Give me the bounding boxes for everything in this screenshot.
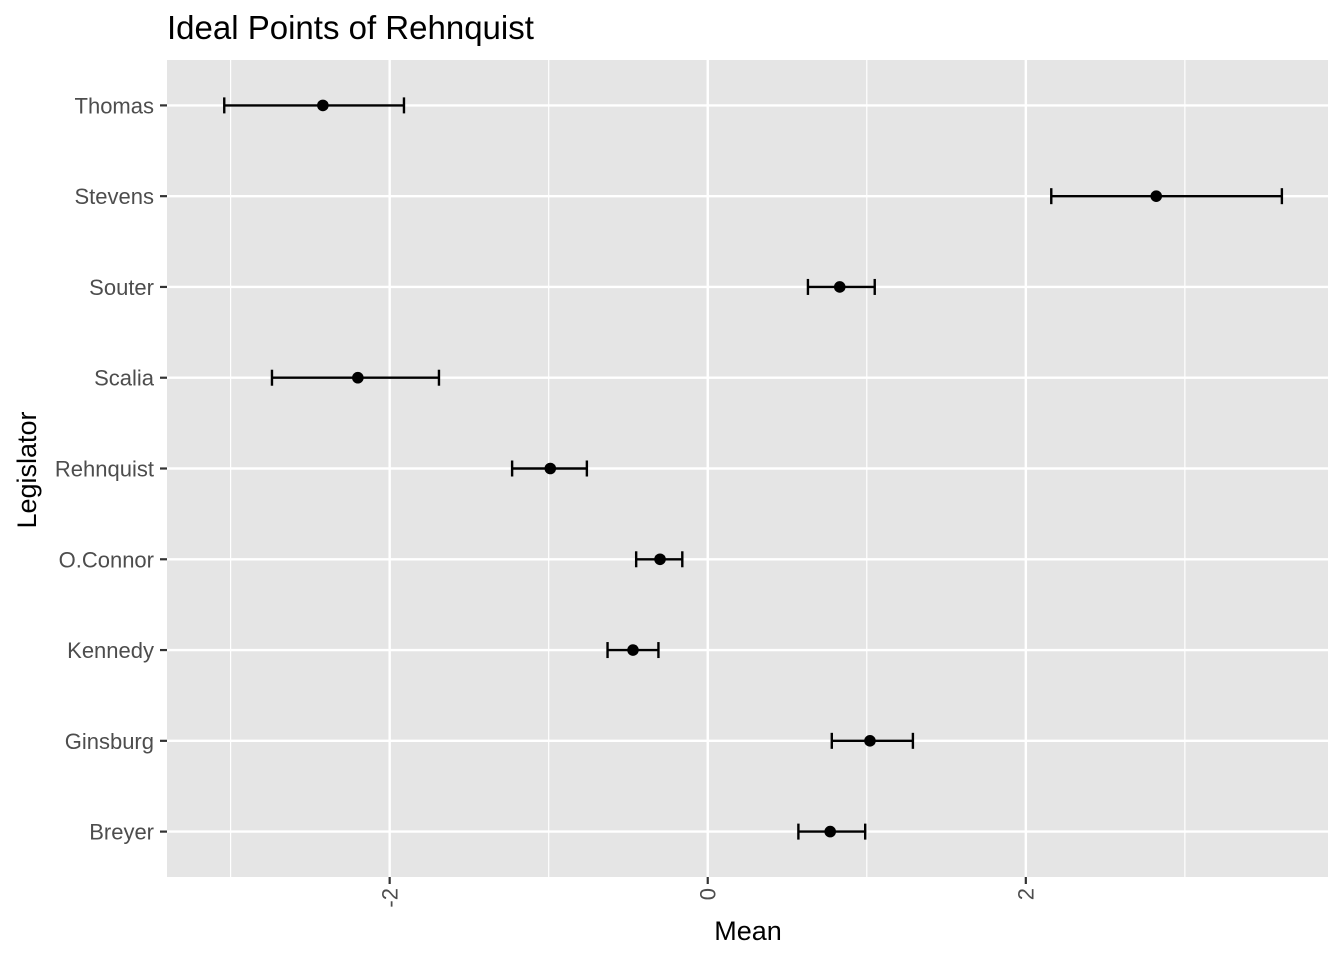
error-bar-o-connor: [634, 551, 684, 568]
mean-point: [824, 825, 837, 838]
error-bar-scalia: [270, 369, 441, 386]
mean-point: [317, 99, 329, 112]
y-tick-label: Kennedy: [67, 638, 154, 663]
y-tick-label: Thomas: [75, 93, 154, 118]
mean-point: [627, 644, 639, 656]
y-tick-label: Souter: [89, 275, 154, 300]
error-bar-rehnquist: [510, 460, 589, 477]
error-bar-ginsburg: [830, 732, 915, 749]
mean-point: [544, 462, 557, 475]
y-axis: Breyer Ginsburg Kennedy O.Connor Rehnquist Sc…: [55, 93, 167, 845]
error-bar-stevens: [1050, 188, 1284, 205]
error-bar-breyer: [797, 823, 867, 840]
y-tick-label: Ginsburg: [65, 729, 154, 754]
x-tick-label: 2: [1014, 888, 1039, 900]
y-tick-label: Stevens: [75, 184, 155, 209]
y-tick-label: Breyer: [89, 820, 154, 845]
y-tick-label: O.Connor: [59, 547, 154, 572]
mean-point: [1150, 190, 1163, 202]
x-tick-label: 0: [695, 888, 720, 900]
chart-title: Ideal Points of Rehnquist: [167, 9, 534, 46]
y-tick-label: Scalia: [94, 366, 155, 391]
mean-point: [833, 281, 846, 293]
y-tick-label: Rehnquist: [55, 457, 154, 482]
error-bar-thomas: [223, 97, 406, 114]
error-bar-souter: [806, 278, 876, 295]
x-axis: -2 0 2: [377, 877, 1039, 908]
mean-point: [352, 371, 364, 384]
error-bar-kennedy: [606, 642, 660, 659]
mean-point: [864, 735, 876, 747]
mean-point: [654, 553, 666, 566]
x-tick-label: -2: [377, 888, 402, 908]
error-bars: [223, 97, 1284, 840]
y-axis-title: Legislator: [12, 411, 42, 528]
x-axis-title: Mean: [714, 916, 782, 946]
